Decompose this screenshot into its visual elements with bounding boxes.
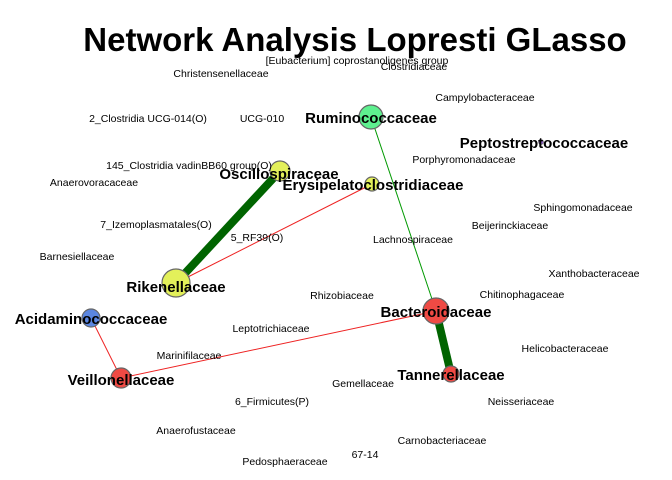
labels-layer: [Eubacterium] coprostanoligenes groupClo… [15,55,640,468]
node-label-erysipelatoclostridiaceae: Erysipelatoclostridiaceae [283,177,464,194]
isolated-node-label: Xanthobacteraceae [548,268,639,280]
isolated-node-label: Leptotrichiaceae [232,323,309,335]
isolated-node-label: Marinifilaceae [157,350,222,362]
node-label-ruminococcaceae: Ruminococcaceae [305,110,437,127]
edge-bacteroidaceae-veillonellaceae [120,310,437,379]
isolated-node-label: Christensenellaceae [173,68,268,80]
node-label-bacteroidaceae: Bacteroidaceae [381,304,492,321]
isolated-node-label: 2_Clostridia UCG-014(O) [89,113,207,125]
isolated-node-label: Porphyromonadaceae [412,154,515,166]
isolated-node-label: Clostridiaceae [381,61,448,73]
isolated-node-label: Campylobacteraceae [435,92,534,104]
isolated-node-label: 6_Firmicutes(P) [235,396,309,408]
isolated-node-label: Chitinophagaceae [480,289,565,301]
diagram-title: Network Analysis Lopresti GLasso [83,21,626,58]
node-label-tannerellaceae: Tannerellaceae [397,367,504,384]
edge-erysipelatoclostridiaceae-rikenellaceae [175,183,373,284]
node-tannerellaceae[interactable] [442,365,460,383]
node-veillonellaceae[interactable] [110,367,132,389]
node-rikenellaceae[interactable] [161,268,191,298]
isolated-node-label: Carnobacteriaceae [398,435,487,447]
edge-ruminococcaceae-bacteroidaceae [370,116,437,312]
node-label-peptostreptococcaceae: Peptostreptococcaceae [460,135,628,152]
isolated-node-label: Barnesiellaceae [40,251,115,263]
node-oscillospiraceae[interactable] [269,160,291,182]
isolated-node-label: Sphingomonadaceae [533,202,632,214]
isolated-node-label: UCG-010 [240,113,285,125]
node-label-rikenellaceae: Rikenellaceae [126,279,225,296]
isolated-node-label: Beijerinckiaceae [472,220,549,232]
edge-oscillospiraceae-rikenellaceae [173,168,283,286]
isolated-node-label: Anaerofustaceae [156,425,236,437]
node-erysipelatoclostridiaceae[interactable] [364,176,380,192]
isolated-node-label: 7_Izemoplasmatales(O) [100,219,211,231]
isolated-node-label: Lachnospiraceae [373,234,453,246]
edges-layer [90,116,455,379]
node-label-acidaminococcaceae: Acidaminococcaceae [15,311,168,328]
isolated-node-label: Gemellaceae [332,378,394,390]
isolated-node-label: 67-14 [352,449,379,461]
isolated-node-label: Helicobacteraceae [522,343,609,355]
edge-acidaminococcaceae-veillonellaceae [90,317,122,379]
nodes-layer [81,104,544,389]
isolated-node-label: Anaerovoracaceae [50,177,138,189]
isolated-node-label: Neisseriaceae [488,396,555,408]
node-ruminococcaceae[interactable] [358,104,384,130]
isolated-node-label: [Eubacterium] coprostanoligenes group [266,55,449,67]
node-bacteroidaceae[interactable] [422,297,450,325]
isolated-node-label: 5_RF39(O) [231,232,284,244]
node-label-veillonellaceae: Veillonellaceae [68,372,175,389]
isolated-node-label: Rhizobiaceae [310,290,374,302]
isolated-node-label: Pedosphaeraceae [242,456,327,468]
node-acidaminococcaceae[interactable] [81,308,101,328]
node-peptostreptococcaceae[interactable] [538,139,544,145]
node-label-oscillospiraceae: Oscillospiraceae [219,166,338,183]
isolated-node-label: 145_Clostridia vadinBB60 group(O) [106,160,272,172]
